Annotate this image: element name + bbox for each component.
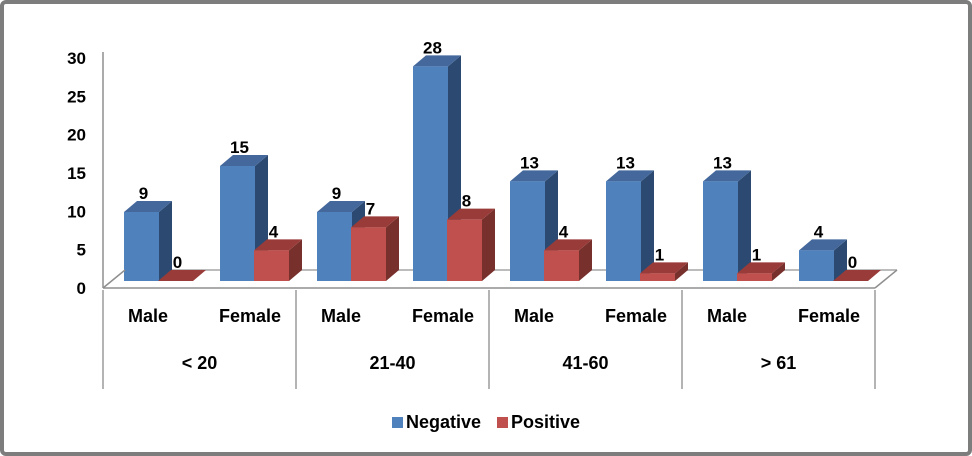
bar-negative-61-female xyxy=(799,239,847,281)
bar-negative-61-male-side xyxy=(738,170,751,281)
bar-positive-61-female xyxy=(833,270,881,281)
bar-positive-20-female-side xyxy=(289,239,302,281)
value-label-negative-20-female: 15 xyxy=(230,138,249,157)
bar-negative-41-60-female xyxy=(606,170,654,281)
bar-positive-61-male-front xyxy=(737,273,772,281)
value-label-negative-41-60-male: 13 xyxy=(520,153,539,172)
bar-negative-21-40-female-front xyxy=(413,66,448,281)
bar-negative-41-60-male-top xyxy=(510,170,558,182)
value-label-positive-41-60-female: 1 xyxy=(655,245,664,264)
group-label-61: > 61 xyxy=(761,353,797,373)
subcategory-label-male-21-40: Male xyxy=(321,306,361,326)
legend-swatch-positive xyxy=(497,417,508,428)
bar-positive-21-40-female xyxy=(447,208,495,281)
bar-negative-41-60-female-side xyxy=(641,170,654,281)
subcategory-label-male-41-60: Male xyxy=(514,306,554,326)
y-axis-label-25: 25 xyxy=(67,87,86,106)
bar-positive-41-60-male-front xyxy=(544,250,579,281)
bar-negative-41-60-female-top xyxy=(606,170,654,182)
y-axis-label-20: 20 xyxy=(67,126,86,145)
bar-negative-20-female-front xyxy=(220,166,255,281)
value-label-negative-41-60-female: 13 xyxy=(616,153,635,172)
subcategory-label-female-61: Female xyxy=(798,306,860,326)
y-axis-label-0: 0 xyxy=(77,279,86,298)
value-label-positive-21-40-male: 7 xyxy=(366,199,375,218)
subcategory-label-male-20: Male xyxy=(128,306,168,326)
subcategory-label-female-20: Female xyxy=(219,306,281,326)
bar-negative-61-male xyxy=(703,170,751,281)
bar-negative-61-female-side xyxy=(834,239,847,281)
bar-positive-21-40-male-side xyxy=(386,216,399,281)
value-label-positive-61-female: 0 xyxy=(848,253,857,272)
bar-positive-21-40-female-front xyxy=(447,219,482,281)
bar-negative-21-40-male-top xyxy=(317,201,365,212)
bar-positive-41-60-male xyxy=(544,239,592,281)
subcategory-label-male-61: Male xyxy=(707,306,747,326)
y-axis-label-15: 15 xyxy=(67,164,86,183)
floor-left-edge xyxy=(102,269,126,289)
value-label-positive-20-male: 0 xyxy=(173,253,182,272)
bar-negative-20-male-front xyxy=(124,212,159,281)
bar-negative-41-60-female-front xyxy=(606,181,641,281)
bar-positive-21-40-male-top xyxy=(351,216,399,228)
value-label-negative-21-40-female: 28 xyxy=(423,38,442,57)
value-label-negative-20-male: 9 xyxy=(139,184,148,203)
bar-positive-61-female-top xyxy=(833,270,881,281)
legend-item-positive: Positive xyxy=(497,412,580,433)
bar-positive-20-male-top xyxy=(158,270,206,281)
subcategory-label-female-41-60: Female xyxy=(605,306,667,326)
group-label-21-40: 21-40 xyxy=(369,353,415,373)
bar-positive-41-60-male-side xyxy=(579,239,592,281)
bar-negative-20-female-top xyxy=(220,155,268,166)
legend-label-positive: Positive xyxy=(511,412,581,432)
bar-positive-21-40-female-top xyxy=(447,208,495,220)
bar-negative-21-40-female-top xyxy=(413,55,461,67)
bar-positive-41-60-female-side xyxy=(675,262,688,281)
bar-positive-21-40-male xyxy=(351,216,399,281)
bar-positive-41-60-female-front xyxy=(640,273,675,281)
value-label-positive-20-female: 4 xyxy=(269,222,279,241)
value-label-positive-21-40-female: 8 xyxy=(462,192,471,211)
y-axis-label-10: 10 xyxy=(67,202,86,221)
bar-positive-61-male xyxy=(737,262,785,281)
bar-positive-21-40-male-front xyxy=(351,227,386,281)
bar-positive-41-60-female-top xyxy=(640,262,688,274)
value-label-negative-21-40-male: 9 xyxy=(332,184,341,203)
y-axis-label-30: 30 xyxy=(67,49,86,68)
y-axis-label-5: 5 xyxy=(77,241,86,260)
bar-positive-20-male xyxy=(158,270,206,281)
value-label-negative-61-male: 13 xyxy=(713,153,732,172)
bar-negative-21-40-male-front xyxy=(317,212,352,281)
bar-positive-61-male-top xyxy=(737,262,785,274)
bar-positive-20-female-top xyxy=(254,239,302,251)
group-label-41-60: 41-60 xyxy=(562,353,608,373)
legend-item-negative: Negative xyxy=(391,412,481,433)
bar-negative-20-male-top xyxy=(124,201,172,212)
bar-negative-20-male-side xyxy=(159,201,172,281)
bar-positive-20-female xyxy=(254,239,302,281)
legend-swatch-negative xyxy=(391,417,403,428)
legend-label-negative: Negative xyxy=(405,412,481,432)
bar-positive-20-female-front xyxy=(254,250,289,281)
bar-positive-41-60-female xyxy=(640,262,688,281)
value-label-negative-61-female: 4 xyxy=(814,222,824,241)
group-label-20: < 20 xyxy=(182,353,218,373)
bar-positive-61-male-side xyxy=(772,262,785,281)
chart-legend: Negative Positive xyxy=(0,412,972,433)
bar-negative-61-female-top xyxy=(799,239,847,251)
bar-negative-61-female-front xyxy=(799,250,834,281)
bar-negative-61-male-top xyxy=(703,170,751,182)
bar-negative-20-male xyxy=(124,201,172,281)
subcategory-label-female-21-40: Female xyxy=(412,306,474,326)
bar-negative-41-60-male-front xyxy=(510,181,545,281)
value-label-positive-41-60-male: 4 xyxy=(559,222,569,241)
bar-positive-21-40-female-side xyxy=(482,208,495,281)
bar-positive-41-60-male-top xyxy=(544,239,592,251)
floor-right-edge xyxy=(874,269,898,289)
bar-negative-61-male-front xyxy=(703,181,738,281)
value-label-positive-61-male: 1 xyxy=(752,245,761,264)
